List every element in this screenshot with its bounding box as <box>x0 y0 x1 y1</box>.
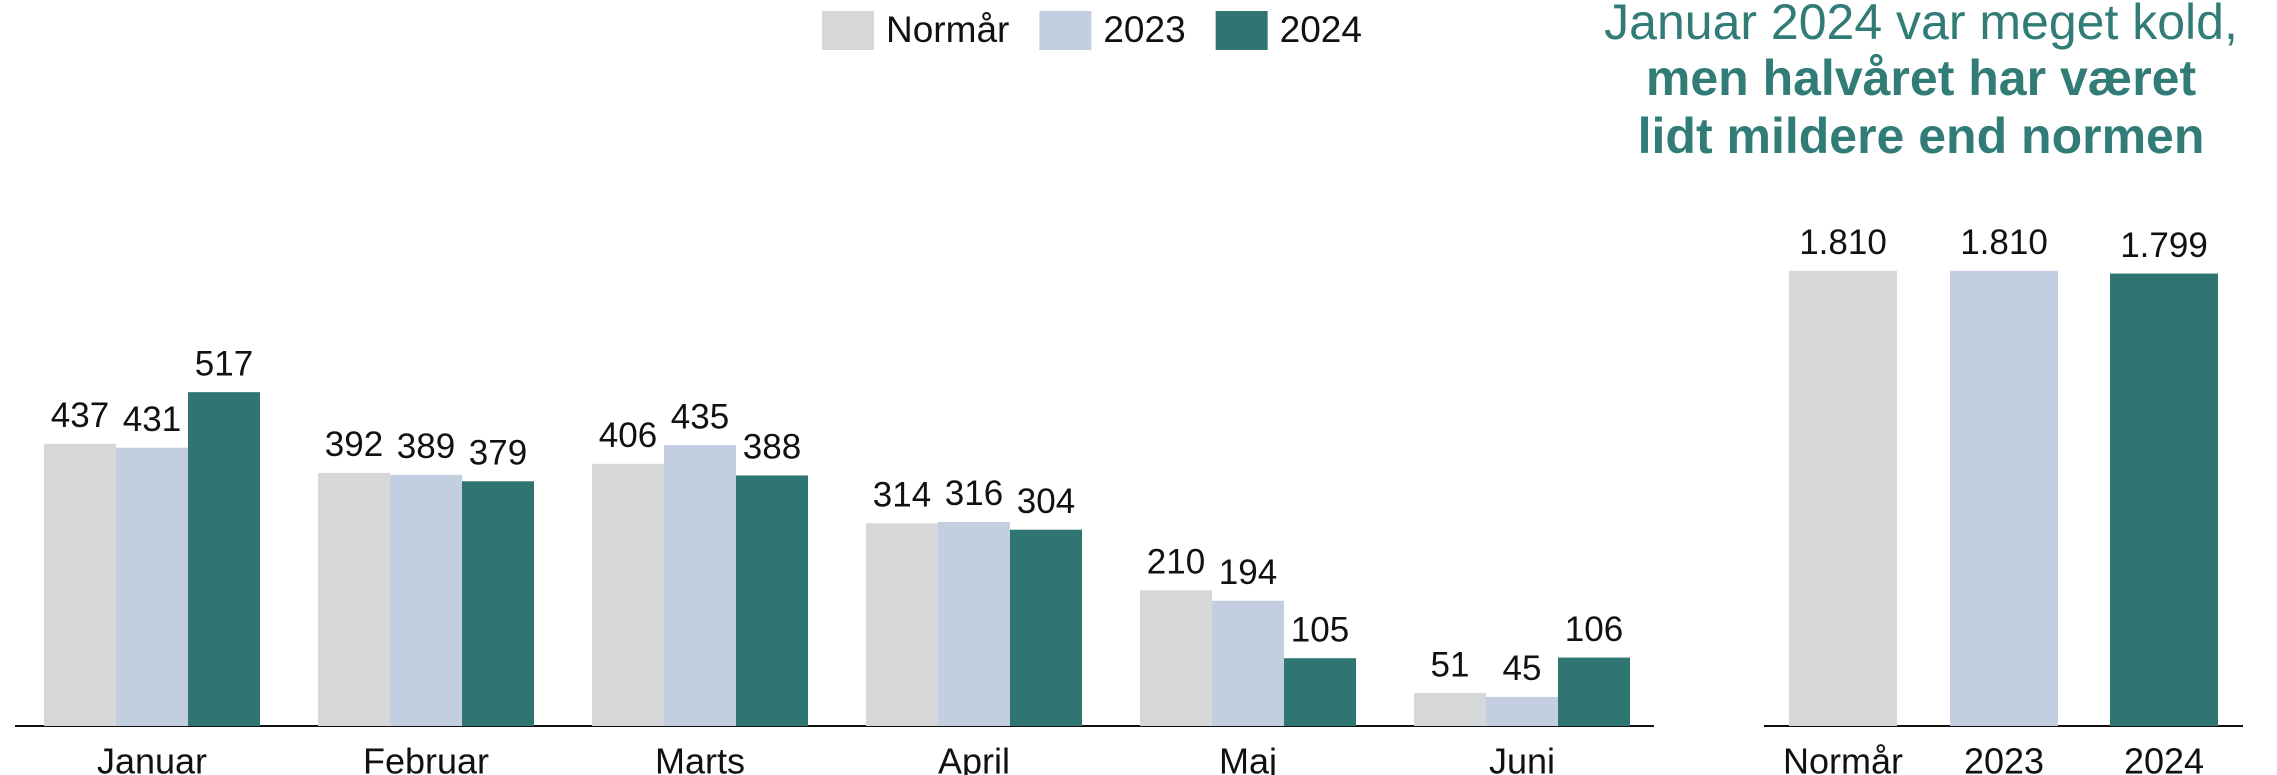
value-label: 388 <box>743 428 801 467</box>
x-tick-label: Marts <box>655 741 745 775</box>
value-label: 106 <box>1565 610 1623 649</box>
bar <box>1140 590 1212 726</box>
bar <box>188 392 260 726</box>
x-tick-label: 2023 <box>1964 741 2044 775</box>
bar <box>318 472 390 726</box>
value-label: 316 <box>945 474 1003 513</box>
bar <box>2110 273 2218 726</box>
x-tick-label: 2024 <box>2124 741 2204 775</box>
value-label: 194 <box>1219 553 1277 592</box>
value-label: 51 <box>1431 645 1470 684</box>
bar <box>664 445 736 726</box>
x-tick-label: Februar <box>363 741 489 775</box>
value-label: 435 <box>671 397 729 436</box>
value-label: 210 <box>1147 543 1205 582</box>
legend-label: 2024 <box>1280 9 1362 50</box>
value-label: 406 <box>599 416 657 455</box>
legend-label: Normår <box>886 9 1009 50</box>
x-tick-label: Juni <box>1489 741 1555 775</box>
bar <box>938 521 1010 726</box>
bar <box>592 463 664 726</box>
x-tick-label: Januar <box>97 741 207 775</box>
legend-label: 2023 <box>1103 9 1185 50</box>
value-label: 431 <box>123 400 181 439</box>
x-tick-label: Maj <box>1219 741 1277 775</box>
chart-title: Januar 2024 var meget kold, <box>1604 0 2238 50</box>
bar <box>1414 693 1486 726</box>
bar <box>1789 270 1897 726</box>
bar <box>1010 529 1082 726</box>
x-tick-label: April <box>938 741 1010 775</box>
bar <box>44 443 116 726</box>
value-label: 1.810 <box>1960 223 2048 262</box>
value-label: 379 <box>469 434 527 473</box>
x-tick-label: Normår <box>1783 741 1903 775</box>
bar <box>866 523 938 726</box>
value-label: 304 <box>1017 482 1075 521</box>
value-label: 517 <box>195 344 253 383</box>
bar <box>116 447 188 726</box>
bar <box>462 481 534 726</box>
legend-swatch <box>1039 11 1092 50</box>
value-label: 314 <box>873 475 931 514</box>
legend-swatch <box>1215 11 1268 50</box>
bar <box>1284 658 1356 726</box>
bar <box>1486 696 1558 726</box>
value-label: 389 <box>397 427 455 466</box>
bar <box>1950 270 2058 726</box>
bar <box>1212 600 1284 726</box>
legend-swatch <box>822 11 874 50</box>
value-label: 1.810 <box>1799 223 1887 262</box>
bar <box>390 474 462 726</box>
chart-title: men halvåret har været <box>1646 50 2197 106</box>
bar <box>736 475 808 726</box>
value-label: 105 <box>1291 610 1349 649</box>
bar <box>1558 657 1630 726</box>
value-label: 45 <box>1503 649 1542 688</box>
value-label: 437 <box>51 396 109 435</box>
chart-title: lidt mildere end normen <box>1638 108 2205 164</box>
value-label: 392 <box>325 425 383 464</box>
value-label: 1.799 <box>2120 226 2208 265</box>
